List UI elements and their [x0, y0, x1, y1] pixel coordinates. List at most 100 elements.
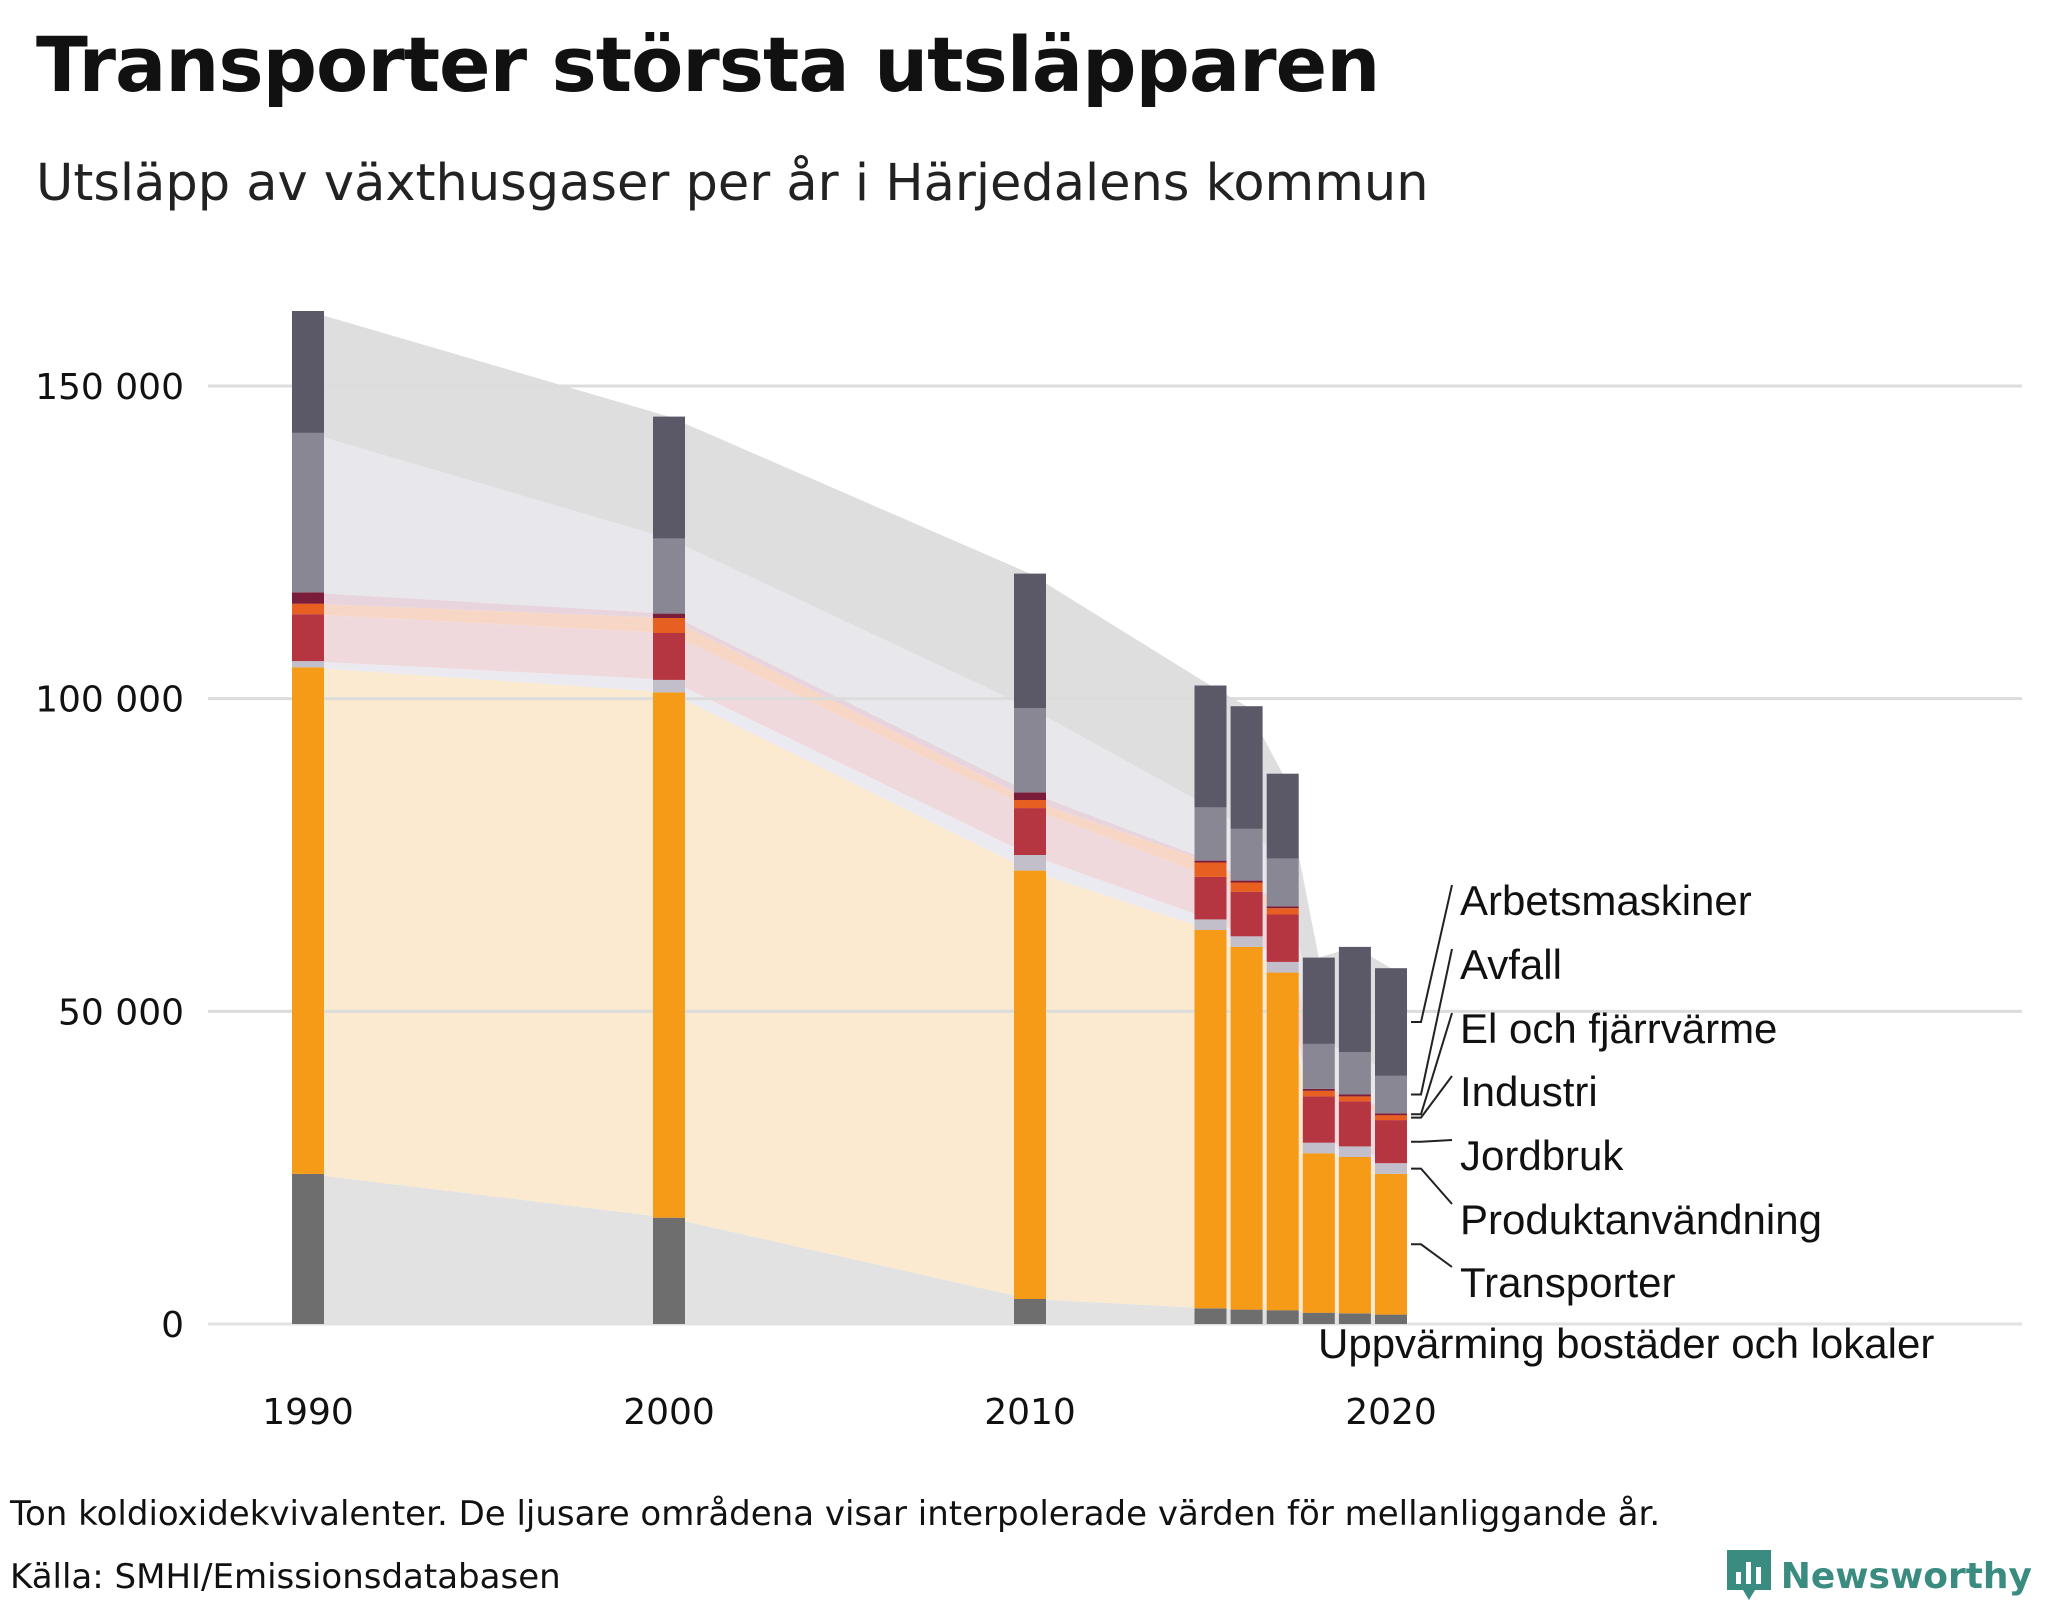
bar-segment	[1014, 808, 1046, 855]
bar-segment	[1302, 1090, 1335, 1097]
bar-segment	[1375, 1120, 1407, 1164]
source-credit: Källa: SMHI/Emissionsdatabasen	[10, 1557, 561, 1597]
bar-segment	[1014, 800, 1046, 809]
bar-segment	[1338, 1157, 1371, 1314]
bar-segment	[1230, 936, 1263, 947]
bar-segment	[1014, 1299, 1046, 1324]
bar-segment	[1302, 1096, 1335, 1143]
leader-line	[1411, 1012, 1453, 1116]
bar-segment	[1014, 870, 1046, 1299]
bar-segment	[292, 603, 324, 615]
leader-line	[1411, 1243, 1453, 1268]
leader-line	[1411, 884, 1453, 1023]
bar-segment	[1194, 862, 1227, 877]
bar-segment	[1230, 882, 1263, 892]
label-leader-lines	[1411, 884, 1453, 1268]
bar-segment	[1266, 906, 1299, 909]
x-tick-label: 1990	[262, 1392, 354, 1433]
bar-segment	[1375, 1075, 1407, 1114]
series-label: Produktanvändning	[1460, 1196, 1822, 1243]
bar-segment	[1302, 1142, 1335, 1154]
bar-segment	[292, 661, 324, 668]
bar-segment	[1375, 1113, 1407, 1116]
bar-segment	[653, 692, 685, 1218]
bar-segment	[292, 432, 324, 593]
leader-line	[1411, 948, 1453, 1096]
area-arbetsmaskiner	[308, 311, 1391, 1076]
bar-segment	[1230, 880, 1263, 883]
bar-segment	[1194, 807, 1227, 861]
brand-logo: Newsworthy	[1725, 1548, 2032, 1604]
series-label: El och fjärrvärme	[1460, 1005, 1777, 1052]
bar-segment	[1375, 1163, 1407, 1174]
bar-segment	[1266, 914, 1299, 962]
newsworthy-icon	[1726, 1550, 1771, 1600]
brand-name: Newsworthy	[1780, 1555, 2032, 1597]
y-tick-label: 50 000	[58, 992, 184, 1033]
bar-segment	[1375, 1314, 1407, 1324]
category-labels: Uppvärming bostäder och lokaler Transport…	[1318, 877, 1934, 1367]
bar-segment	[292, 614, 324, 662]
y-tick-label: 150 000	[35, 367, 184, 408]
x-tick-label: 2010	[984, 1392, 1076, 1433]
chart-title: Transporter största utsläpparen	[36, 20, 1380, 109]
bar-segment	[292, 1173, 324, 1324]
bar-segment	[1230, 1309, 1263, 1324]
bar-segment	[292, 667, 324, 1174]
bar-segment	[1194, 860, 1227, 863]
leader-line	[1411, 1167, 1453, 1205]
series-label: Jordbruk	[1460, 1132, 1624, 1179]
bar-segment	[653, 613, 685, 618]
bar-segment	[1230, 891, 1263, 937]
series-label: Industri	[1460, 1068, 1598, 1115]
bar-segment	[653, 633, 685, 680]
bar-segment	[1375, 1115, 1407, 1121]
bar-segment	[1230, 828, 1263, 881]
bar-segment	[1014, 792, 1046, 800]
x-tick-label: 2020	[1345, 1392, 1437, 1433]
bar-segment	[1338, 1052, 1371, 1095]
leader-line	[1411, 1075, 1453, 1119]
bar-segment	[1194, 1308, 1227, 1324]
bar-segment	[1014, 708, 1046, 793]
bars	[292, 311, 1407, 1324]
bar-segment	[1338, 1313, 1371, 1324]
bar-segment	[1338, 946, 1371, 1052]
bar-segment	[1302, 1153, 1335, 1313]
bar-segment	[1194, 685, 1227, 808]
bar-segment	[653, 416, 685, 539]
bar-segment	[1338, 1096, 1371, 1102]
bar-segment	[653, 538, 685, 614]
area-transporter	[308, 667, 1391, 1315]
bar-segment	[1014, 573, 1046, 708]
bar-segment	[1338, 1146, 1371, 1157]
bar-segment	[1375, 968, 1407, 1076]
series-label: Transporter	[1460, 1259, 1676, 1306]
bar-segment	[1230, 946, 1263, 1310]
bar-segment	[1230, 706, 1263, 829]
series-label: Avfall	[1460, 941, 1562, 988]
bar-segment	[292, 311, 324, 433]
bar-segment	[1266, 961, 1299, 973]
stacked-bar-chart: 0 50 000 100 000 150 000 1990 2000 2010 2020 U…	[35, 311, 2022, 1433]
series-label: Arbetsmaskiner	[1460, 877, 1752, 924]
area-avfall	[308, 432, 1391, 1114]
bar-segment	[653, 1217, 685, 1324]
bar-segment	[1266, 1310, 1299, 1324]
x-tick-label: 2000	[623, 1392, 715, 1433]
bar-segment	[1375, 1173, 1407, 1315]
area-produktanvändning	[308, 661, 1391, 1174]
leader-line	[1411, 1139, 1453, 1143]
y-tick-label: 100 000	[35, 680, 184, 721]
interpolated-areas	[308, 311, 1391, 1324]
bar-segment	[1194, 930, 1227, 1309]
bar-segment	[1266, 858, 1299, 907]
bar-segment	[1302, 1043, 1335, 1089]
bar-segment	[292, 592, 324, 604]
bar-segment	[1302, 1088, 1335, 1091]
bar-segment	[653, 618, 685, 633]
bar-segment	[1194, 876, 1227, 920]
footnote: Ton koldioxidekvivalenter. De ljusare om…	[10, 1494, 1661, 1534]
x-axis: 1990 2000 2010 2020	[262, 1392, 1437, 1433]
bar-segment	[1266, 972, 1299, 1311]
